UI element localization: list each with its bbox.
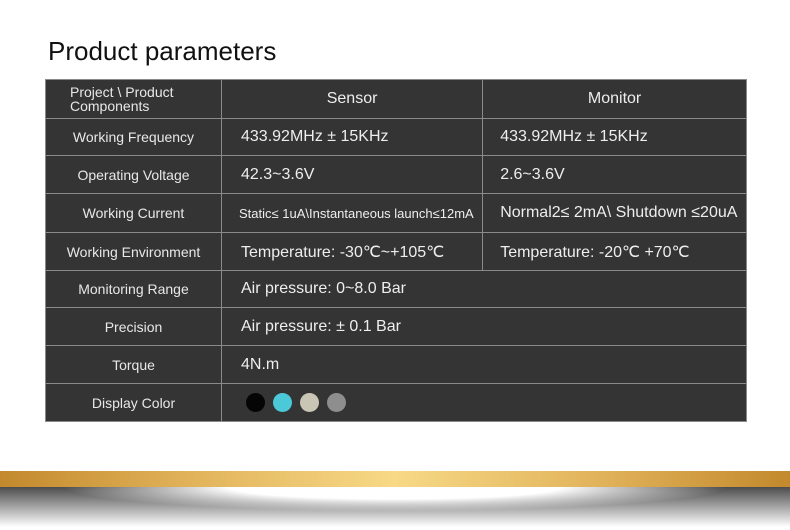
table-row: Torque 4N.m [45, 345, 747, 384]
display-colors [221, 383, 747, 422]
monitor-value: Normal2≤ 2mA\ Shutdown ≤20uA [482, 193, 747, 233]
row-label: Precision [45, 307, 222, 346]
row-label: Working Frequency [45, 118, 222, 156]
sensor-value: Temperature: -30℃~+105℃ [220, 232, 484, 271]
table-row: Operating Voltage 42.3~3.6V 2.6~3.6V [45, 155, 747, 194]
page-title: Product parameters [48, 36, 277, 66]
sensor-value: Static≤ 1uA\Instantaneous launch≤12mA [220, 193, 484, 233]
table-row: Working Environment Temperature: -30℃~+1… [45, 232, 747, 271]
row-value: Air pressure: ± 0.1 Bar [221, 307, 747, 346]
monitor-value: 433.92MHz ± 15KHz [482, 118, 747, 156]
table-row: Working Current Static≤ 1uA\Instantaneou… [45, 193, 747, 233]
color-swatch [246, 393, 265, 412]
monitor-value: 2.6~3.6V [482, 155, 747, 194]
parameters-table: Project \ Product Components Sensor Moni… [45, 79, 747, 422]
table-row: Display Color [45, 383, 747, 422]
color-swatch [273, 393, 292, 412]
table-row: Working Frequency 433.92MHz ± 15KHz 433.… [45, 118, 747, 156]
row-label: Operating Voltage [45, 155, 222, 194]
row-label: Monitoring Range [45, 270, 222, 308]
row-label: Working Current [45, 193, 222, 233]
row-value: 4N.m [221, 345, 747, 384]
sensor-value: 42.3~3.6V [220, 155, 484, 194]
sensor-value: 433.92MHz ± 15KHz [220, 118, 484, 156]
color-swatch [300, 393, 319, 412]
color-swatch [327, 393, 346, 412]
row-value: Air pressure: 0~8.0 Bar [221, 270, 747, 308]
gold-divider [0, 471, 790, 487]
row-label: Display Color [45, 383, 222, 422]
table-header-row: Project \ Product Components Sensor Moni… [45, 79, 747, 119]
header-monitor: Monitor [482, 79, 747, 119]
header-sensor: Sensor [220, 79, 484, 119]
header-label: Project \ Product Components [45, 79, 222, 119]
row-label: Torque [45, 345, 222, 384]
divider-shadow [0, 487, 790, 527]
row-label: Working Environment [45, 232, 222, 271]
table-row: Precision Air pressure: ± 0.1 Bar [45, 307, 747, 346]
monitor-value: Temperature: -20℃ +70℃ [482, 232, 747, 271]
table-row: Monitoring Range Air pressure: 0~8.0 Bar [45, 270, 747, 308]
